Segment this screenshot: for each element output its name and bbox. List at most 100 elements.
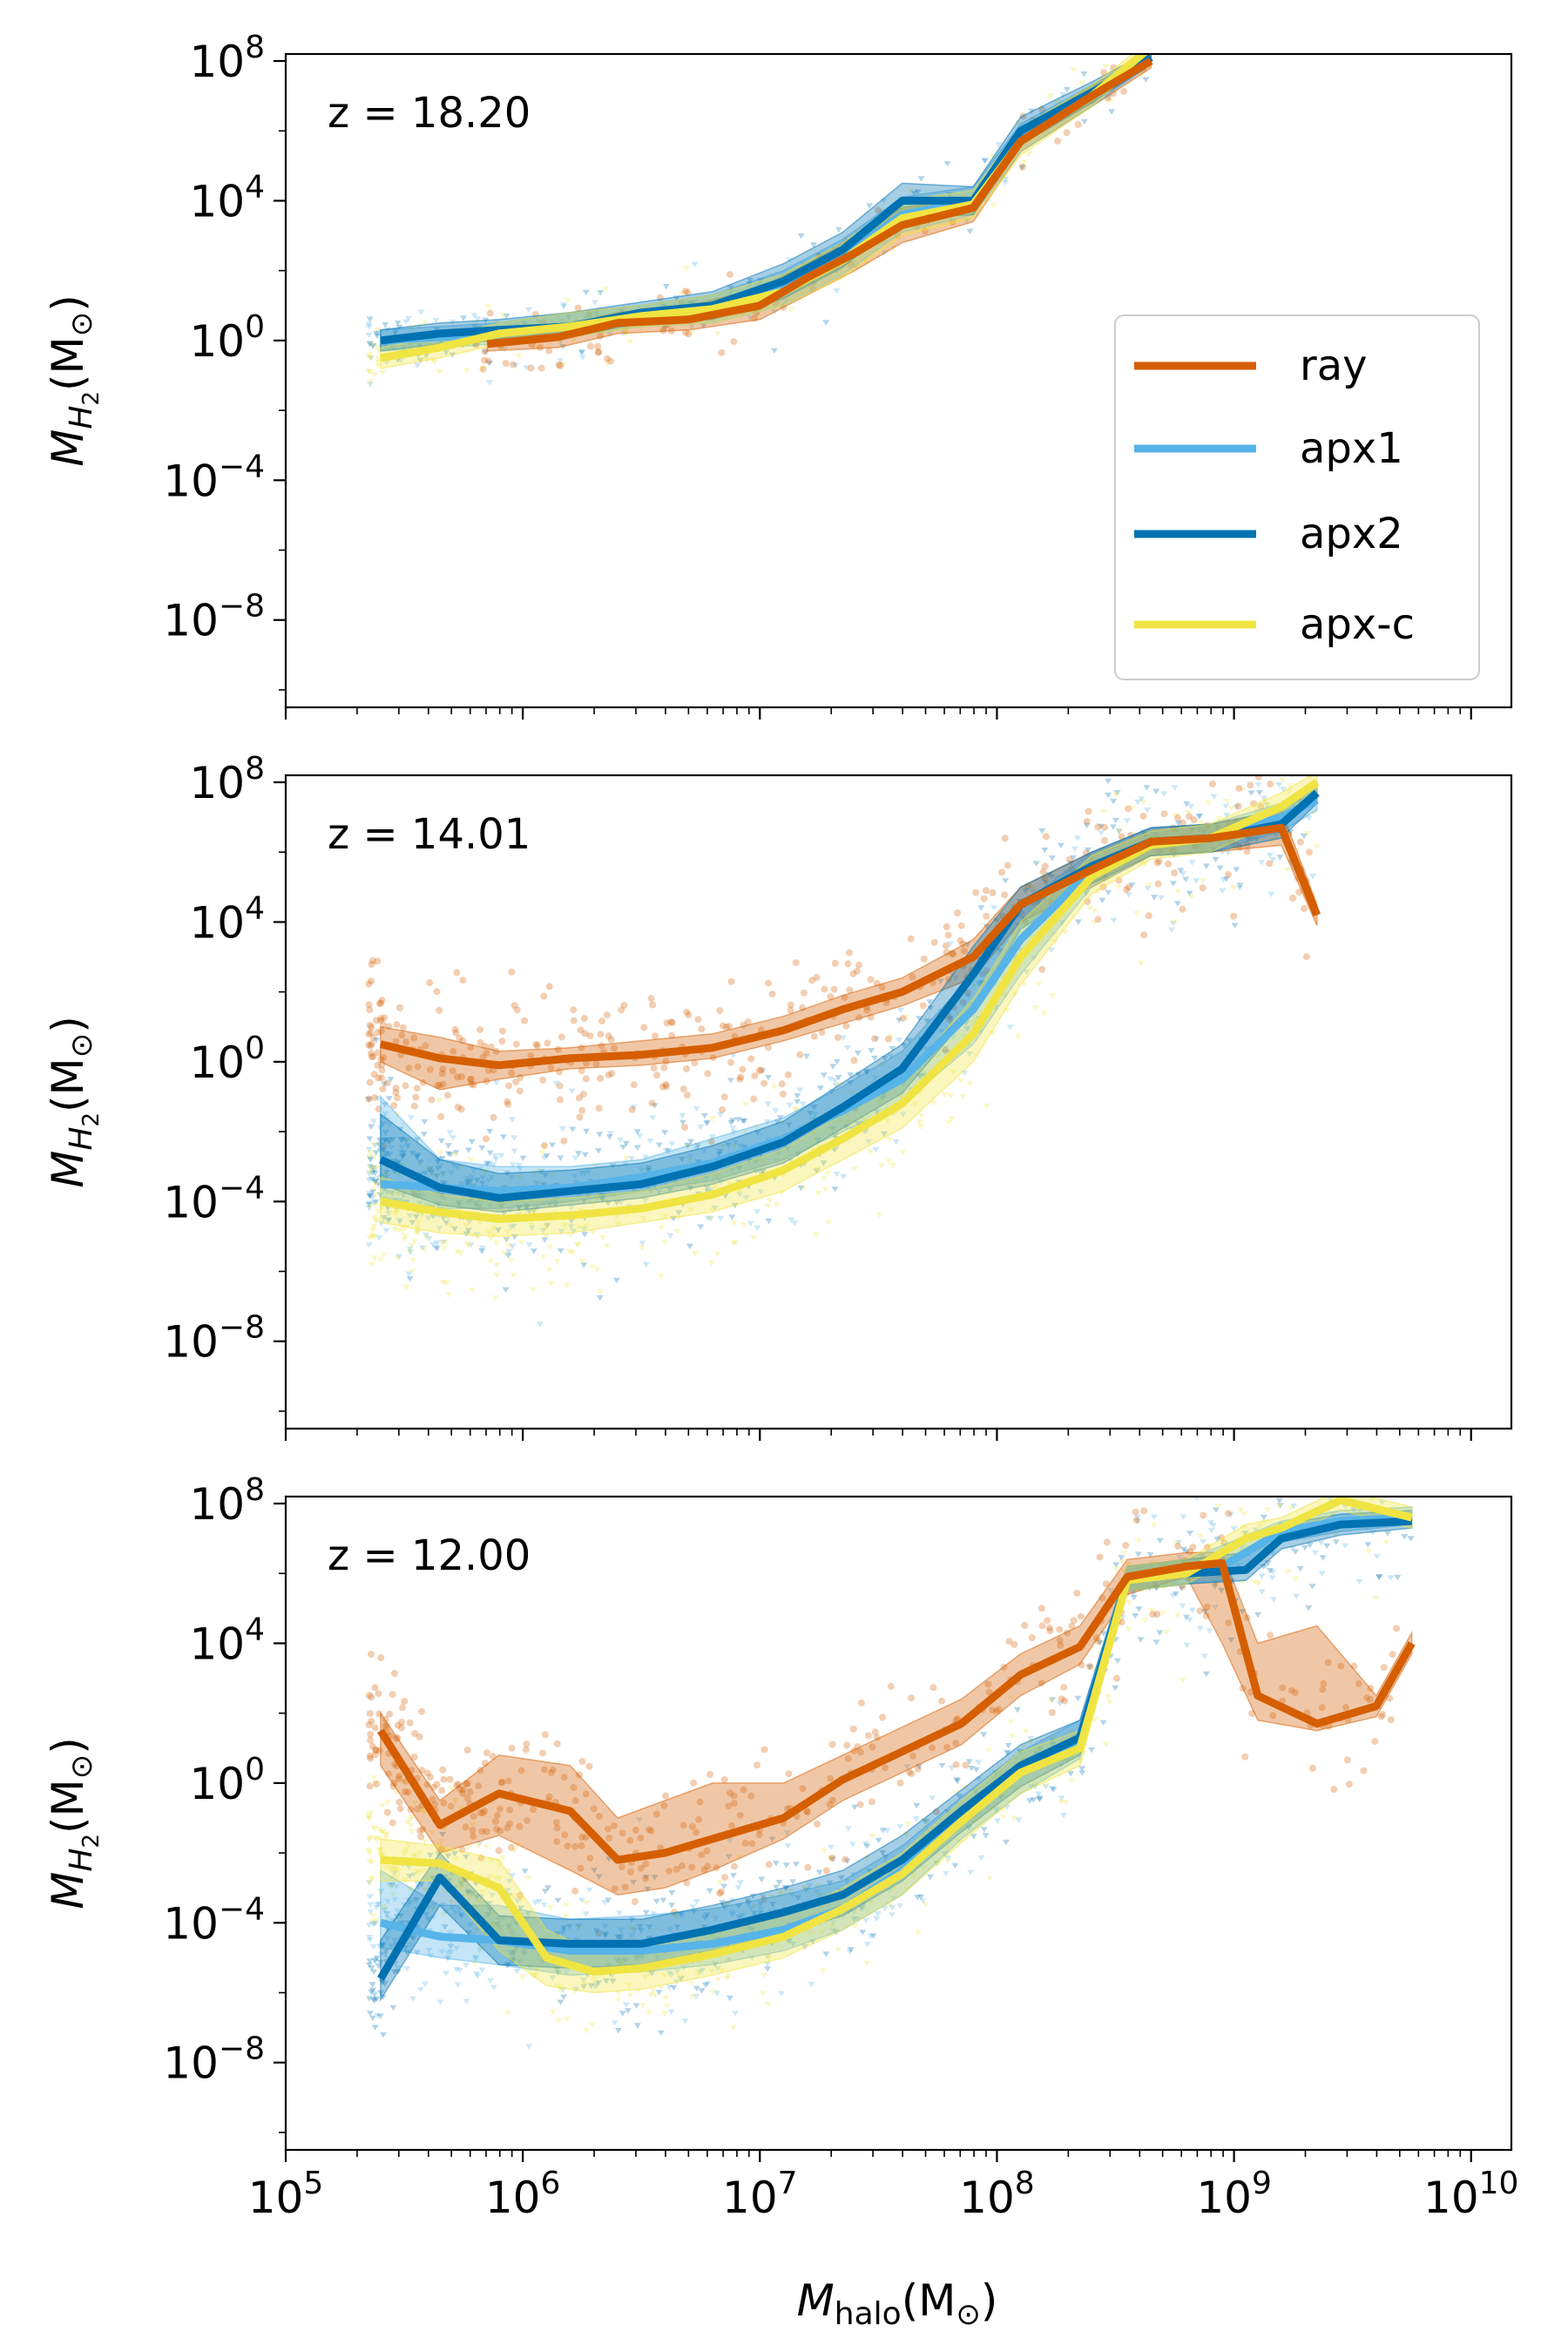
scatter-point-apx-c	[1256, 1523, 1264, 1529]
scatter-point-ray	[736, 1075, 744, 1083]
scatter-point-apx-c	[467, 1157, 475, 1163]
scatter-point-apx-c	[404, 1139, 412, 1145]
scatter-point-apx2	[1254, 1612, 1261, 1619]
scatter-point-apx-c	[1047, 1698, 1055, 1705]
scatter-point-apx-c	[883, 1119, 891, 1125]
scatter-point-ray	[796, 1051, 804, 1058]
scatter-point-apx2	[633, 2023, 641, 2029]
scatter-point-apx1	[365, 324, 373, 330]
scatter-point-apx-c	[801, 1885, 809, 1891]
scatter-point-apx-c	[575, 1925, 582, 1932]
scatter-point-apx-c	[538, 1150, 546, 1157]
scatter-point-apx2	[966, 228, 974, 235]
scatter-point-apx-c	[409, 1888, 416, 1894]
scatter-point-apx2	[668, 1889, 676, 1896]
scatter-point-apx2	[1004, 1742, 1012, 1749]
scatter-point-apx2	[686, 301, 693, 307]
scatter-point-apx2	[1188, 828, 1195, 834]
y-axis-label-text: MH2(M⊙)	[43, 1737, 105, 1909]
scatter-point-apx1	[1169, 921, 1177, 927]
scatter-point-ray	[704, 1070, 712, 1078]
y-tick-base: 10	[189, 1759, 245, 1809]
scatter-point-apx-c	[369, 1234, 377, 1240]
scatter-point-apx2	[380, 2032, 387, 2038]
scatter-point-ray	[439, 1766, 447, 1774]
scatter-point-apx2	[1364, 1542, 1372, 1548]
scatter-point-apx1	[440, 1195, 448, 1201]
plot-clip-group	[365, 1497, 1416, 2050]
scatter-point-ray	[578, 1842, 585, 1849]
scatter-point-apx1	[992, 1807, 1000, 1813]
scatter-point-apx2	[700, 323, 707, 329]
scatter-point-ray	[1169, 847, 1177, 855]
scatter-point-apx1	[827, 1844, 835, 1851]
scatter-point-ray	[1044, 1617, 1051, 1625]
scatter-point-ray	[595, 1930, 603, 1937]
scatter-point-apx2	[1112, 1685, 1119, 1692]
scatter-point-apx-c	[1159, 1610, 1167, 1616]
scatter-point-ray	[428, 1096, 436, 1104]
scatter-point-apx1	[504, 1888, 511, 1894]
scatter-point-apx-c	[899, 1150, 907, 1156]
scatter-point-ray	[556, 1082, 564, 1090]
scatter-point-ray	[532, 1040, 540, 1048]
scatter-point-ray	[849, 970, 857, 977]
scatter-point-apx2	[397, 1913, 405, 1919]
scatter-point-apx1	[739, 1912, 747, 1919]
scatter-point-ray	[380, 1054, 388, 1061]
scatter-point-apx-c	[1049, 1735, 1057, 1741]
scatter-point-ray	[998, 868, 1005, 876]
scatter-point-apx1	[394, 1908, 401, 1915]
scatter-point-apx2	[776, 1115, 784, 1121]
scatter-point-ray	[598, 1017, 606, 1025]
scatter-point-apx2	[575, 1923, 583, 1930]
scatter-point-apx-c	[545, 1267, 553, 1274]
scatter-point-apx2	[863, 1843, 871, 1849]
y-tick-exp: 4	[245, 169, 265, 205]
scatter-point-ray	[954, 909, 962, 916]
scatter-point-ray	[1065, 855, 1073, 863]
scatter-point-apx1	[1150, 1514, 1158, 1520]
scatter-point-apx-c	[835, 1119, 842, 1125]
scatter-point-apx-c	[379, 1904, 387, 1910]
scatter-point-apx-c	[365, 1812, 373, 1818]
scatter-point-apx-c	[1212, 1583, 1220, 1589]
scatter-point-ray	[410, 1102, 418, 1110]
scatter-point-apx2	[389, 1882, 396, 1889]
scatter-point-apx2	[750, 1910, 758, 1916]
scatter-point-apx-c	[437, 1839, 445, 1845]
scatter-point-ray	[1289, 895, 1296, 902]
scatter-point-apx2	[473, 1894, 481, 1900]
scatter-point-ray	[475, 1782, 483, 1790]
scatter-point-ray	[1199, 884, 1206, 892]
scatter-point-ray	[1330, 1786, 1338, 1793]
scatter-point-apx1	[1087, 855, 1095, 861]
scatter-point-ray	[690, 1779, 698, 1787]
scatter-point-apx2	[1049, 1697, 1057, 1703]
scatter-point-apx-c	[959, 1094, 967, 1100]
scatter-point-apx2	[1004, 1750, 1011, 1756]
scatter-point-ray	[907, 935, 915, 943]
scatter-point-apx1	[366, 1935, 374, 1941]
scatter-point-apx1	[1058, 1795, 1065, 1801]
scatter-point-apx2	[614, 1957, 622, 1963]
scatter-point-apx2	[373, 1037, 380, 1044]
scatter-point-apx2	[368, 1982, 376, 1988]
scatter-point-apx1	[903, 1764, 911, 1770]
scatter-point-apx-c	[1058, 1799, 1065, 1805]
scatter-point-apx2	[871, 1055, 878, 1062]
scatter-point-apx2	[868, 1048, 875, 1054]
scatter-point-ray	[914, 1765, 922, 1773]
scatter-point-apx-c	[368, 1919, 376, 1925]
scatter-point-ray	[944, 931, 952, 939]
scatter-point-ray	[389, 1819, 396, 1827]
scatter-point-apx-c	[599, 1235, 607, 1241]
scatter-point-ray	[1056, 1625, 1064, 1633]
scatter-point-apx-c	[562, 1913, 570, 1919]
scatter-point-apx-c	[641, 1974, 649, 1980]
scatter-point-apx1	[535, 320, 543, 326]
scatter-point-apx2	[370, 1969, 378, 1976]
scatter-point-apx-c	[504, 2011, 511, 2017]
scatter-point-apx2	[549, 1142, 556, 1148]
scatter-point-apx1	[844, 1826, 852, 1832]
